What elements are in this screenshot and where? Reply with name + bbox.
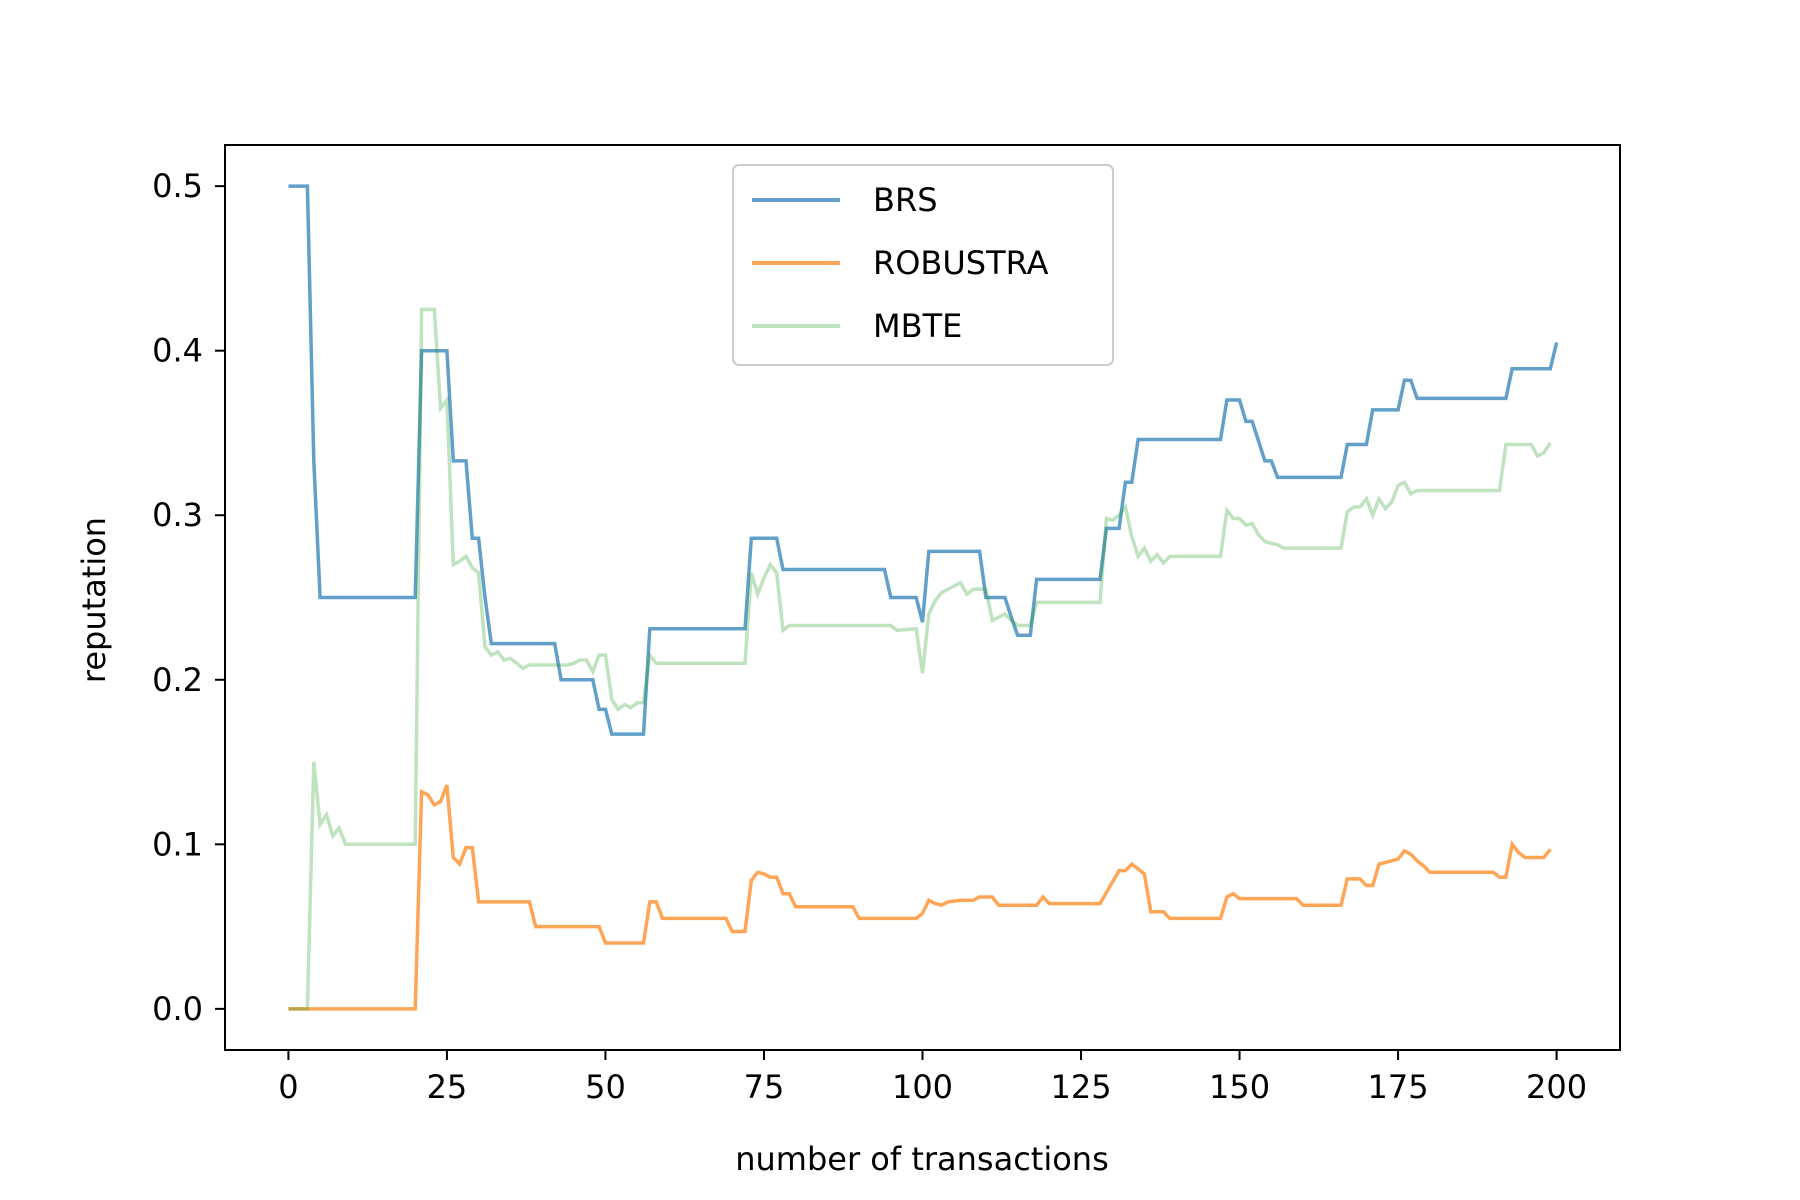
y-tick-label: 0.3 — [152, 496, 203, 534]
x-tick-label: 100 — [892, 1068, 953, 1106]
y-tick-label: 0.0 — [152, 990, 203, 1028]
legend-label-mbte: MBTE — [873, 307, 962, 345]
x-tick-label: 25 — [427, 1068, 468, 1106]
legend-label-robustra: ROBUSTRA — [873, 244, 1049, 282]
x-tick-label: 0 — [278, 1068, 298, 1106]
y-tick-label: 0.4 — [152, 332, 203, 370]
x-axis-label: number of transactions — [735, 1140, 1109, 1178]
series-line-robustra — [288, 784, 1552, 1011]
x-tick-label: 75 — [744, 1068, 785, 1106]
legend-label-brs: BRS — [873, 181, 938, 219]
x-tick-label: 175 — [1368, 1068, 1429, 1106]
x-tick-label: 50 — [585, 1068, 626, 1106]
legend: BRS ROBUSTRA MBTE — [732, 164, 1114, 366]
x-tick-label: 200 — [1526, 1068, 1587, 1106]
x-axis: 0 25 50 75 100 125 150 175 200 — [278, 1050, 1587, 1106]
y-tick-label: 0.1 — [152, 825, 203, 863]
series-line-brs — [288, 184, 1559, 736]
y-tick-label: 0.5 — [152, 167, 203, 205]
y-tick-label: 0.2 — [152, 661, 203, 699]
legend-box — [732, 164, 1114, 366]
x-tick-label: 125 — [1050, 1068, 1111, 1106]
series-line-mbte — [288, 307, 1552, 1011]
y-axis: 0.0 0.1 0.2 0.3 0.4 0.5 — [152, 167, 225, 1028]
y-axis-label: reputation — [75, 517, 113, 683]
x-tick-label: 150 — [1209, 1068, 1270, 1106]
series-lines — [288, 184, 1559, 1011]
